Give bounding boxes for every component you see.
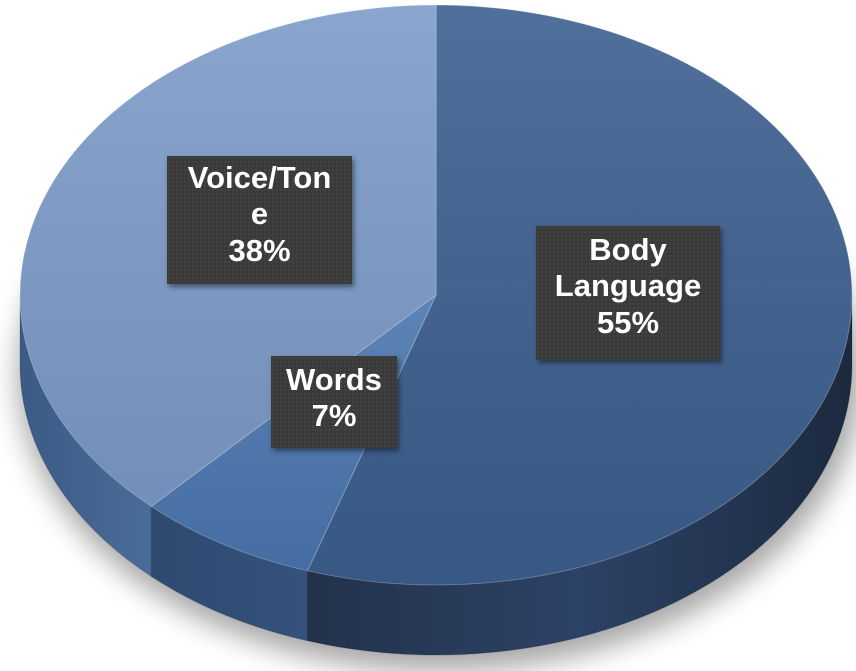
label-voice-tone-line2: e [250,196,269,232]
label-body-language-line1: Body [589,232,667,267]
label-voice-tone: Voice/Ton e 38% [167,156,352,284]
label-words-line1: Words [286,362,382,397]
label-voice-tone-pct: 38% [228,232,291,268]
pie-top [19,4,853,586]
label-body-language-pct: 55% [596,304,660,340]
label-body-language-line2: Language [554,268,702,304]
label-body-language: Body Language 55% [536,226,720,360]
label-words: Words 7% [271,356,397,448]
label-voice-tone-line1: Voice/Ton [187,160,332,195]
label-words-pct: 7% [311,398,357,434]
